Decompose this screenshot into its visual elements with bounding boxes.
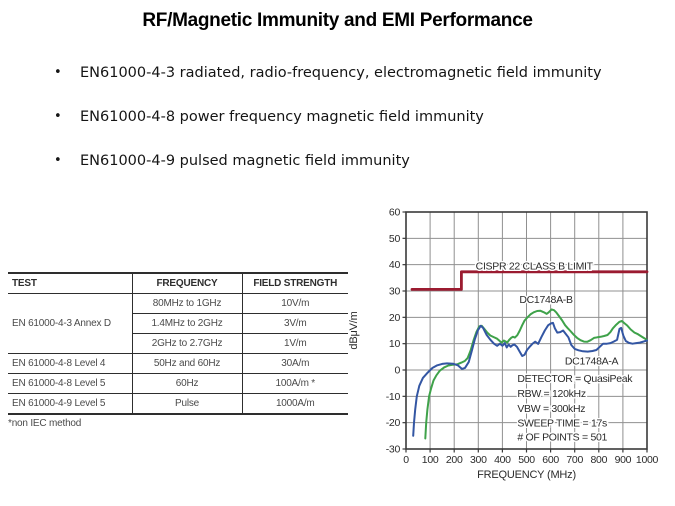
tick-label-x: 300 bbox=[470, 454, 487, 466]
chart-annotation: VBW = 300kHz bbox=[517, 403, 585, 415]
series-dc1748a-b bbox=[424, 308, 648, 440]
column-header-field-strength: FIELD STRENGTH bbox=[242, 273, 348, 294]
bullet-dot: • bbox=[54, 65, 62, 80]
chart-annotation: DC1748A-A bbox=[565, 356, 619, 368]
cell-frequency: 2GHz to 2.7GHz bbox=[132, 333, 243, 354]
cell-field-strength: 10V/m bbox=[242, 293, 348, 314]
table-row: EN 61000-4-9 Level 5 Pulse 1000A/m bbox=[8, 393, 348, 415]
page-title: RF/Magnetic Immunity and EMI Performance bbox=[142, 10, 533, 31]
tick-label-x: 100 bbox=[422, 454, 439, 466]
x-axis-title: FREQUENCY (MHz) bbox=[477, 469, 576, 481]
cell-field-strength: 100A/m * bbox=[242, 373, 348, 394]
tick-label-y: -30 bbox=[386, 444, 401, 456]
cell-frequency: Pulse bbox=[132, 393, 243, 415]
table-row: EN 61000-4-3 Annex D 80MHz to 1GHz 10V/m bbox=[8, 293, 348, 354]
tick-label-x: 400 bbox=[494, 454, 511, 466]
column-header-test: TEST bbox=[8, 273, 133, 294]
cell-frequency: 80MHz to 1GHz bbox=[132, 293, 243, 314]
y-axis-title: dBμV/m bbox=[348, 311, 360, 349]
bullet-text: EN61000-4-8 power frequency magnetic fie… bbox=[80, 109, 484, 125]
cell-frequency: 60Hz bbox=[132, 373, 243, 394]
tick-label-y: 10 bbox=[389, 338, 401, 350]
series-dc1748a-a bbox=[412, 321, 648, 437]
table-footnote: *non IEC method bbox=[8, 418, 82, 429]
chart-annotation: DETECTOR = QuasiPeak bbox=[517, 373, 633, 385]
immunity-table-section: TEST FREQUENCY FIELD STRENGTH EN 61000-4… bbox=[8, 272, 350, 429]
immunity-table: TEST FREQUENCY FIELD STRENGTH EN 61000-4… bbox=[8, 272, 348, 415]
chart-annotation: SWEEP TIME = 17s bbox=[517, 417, 607, 429]
cell-test: EN 61000-4-3 Annex D bbox=[8, 293, 133, 354]
tick-label-y: 0 bbox=[394, 365, 400, 377]
bullet-dot: • bbox=[54, 153, 62, 168]
chart-annotation: RBW = 120kHz bbox=[517, 388, 586, 400]
tick-label-y: -10 bbox=[386, 391, 401, 403]
cell-field-strength: 1000A/m bbox=[242, 393, 348, 415]
tick-label-x: 500 bbox=[518, 454, 535, 466]
tick-label-x: 900 bbox=[615, 454, 632, 466]
chart-annotation: CISPR 22 CLASS B LIMIT bbox=[476, 260, 594, 272]
bullet-item: • EN61000-4-3 radiated, radio-frequency,… bbox=[52, 62, 608, 84]
tick-label-x: 1000 bbox=[636, 454, 659, 466]
table-header-row: TEST FREQUENCY FIELD STRENGTH bbox=[8, 273, 348, 294]
tick-label-y: 50 bbox=[389, 233, 401, 245]
tick-label-y: -20 bbox=[386, 417, 401, 429]
tick-label-y: 60 bbox=[389, 207, 401, 219]
bullet-text: EN61000-4-9 pulsed magnetic field immuni… bbox=[80, 153, 410, 169]
tick-label-x: 800 bbox=[590, 454, 607, 466]
table-row: EN 61000-4-8 Level 5 60Hz 100A/m * bbox=[8, 373, 348, 394]
cell-test: EN 61000-4-8 Level 4 bbox=[8, 353, 133, 374]
cell-field-strength: 3V/m bbox=[242, 313, 348, 334]
bullet-dot: • bbox=[54, 109, 62, 124]
table-row: 1.4MHz to 2GHz 3V/m bbox=[8, 313, 348, 334]
emi-chart: 0 100 200 300 400 500 600 700 800 900 100060504030… bbox=[348, 207, 659, 482]
chart-annotation: DC1748A-B bbox=[519, 294, 573, 306]
tick-label-y: 40 bbox=[389, 259, 401, 271]
bullet-item: • EN61000-4-8 power frequency magnetic f… bbox=[52, 106, 608, 128]
tick-label-x: 200 bbox=[446, 454, 463, 466]
cell-field-strength: 1V/m bbox=[242, 333, 348, 354]
tick-label-x: 0 bbox=[403, 454, 409, 466]
bullet-text: EN61000-4-3 radiated, radio-frequency, e… bbox=[80, 65, 602, 81]
cell-test: EN 61000-4-9 Level 5 bbox=[8, 393, 133, 415]
cell-frequency: 1.4MHz to 2GHz bbox=[132, 313, 243, 334]
tick-label-x: 700 bbox=[566, 454, 583, 466]
cell-test: EN 61000-4-8 Level 5 bbox=[8, 373, 133, 394]
column-header-frequency: FREQUENCY bbox=[132, 273, 243, 294]
bullet-list: • EN61000-4-3 radiated, radio-frequency,… bbox=[52, 62, 608, 194]
series-cispr-22-class-b-limit bbox=[410, 270, 649, 291]
chart-annotation: # OF POINTS = 501 bbox=[517, 431, 607, 443]
table-row: 2GHz to 2.7GHz 1V/m bbox=[8, 333, 348, 354]
tick-label-y: 20 bbox=[389, 312, 401, 324]
tick-label-y: 30 bbox=[389, 286, 401, 298]
cell-field-strength: 30A/m bbox=[242, 353, 348, 374]
table-row: EN 61000-4-8 Level 4 50Hz and 60Hz 30A/m bbox=[8, 353, 348, 374]
tick-label-x: 600 bbox=[542, 454, 559, 466]
bullet-item: • EN61000-4-9 pulsed magnetic field immu… bbox=[52, 150, 608, 172]
cell-frequency: 50Hz and 60Hz bbox=[132, 353, 243, 374]
